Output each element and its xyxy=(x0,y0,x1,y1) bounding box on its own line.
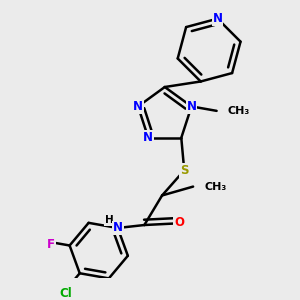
Text: H: H xyxy=(105,215,114,225)
Text: CH₃: CH₃ xyxy=(228,106,250,116)
Text: CH₃: CH₃ xyxy=(204,182,226,192)
Text: N: N xyxy=(212,12,223,25)
Text: Cl: Cl xyxy=(59,287,72,300)
Text: N: N xyxy=(143,131,153,144)
Text: N: N xyxy=(187,100,196,113)
Text: N: N xyxy=(133,100,143,113)
Text: F: F xyxy=(47,238,55,251)
Text: N: N xyxy=(113,221,123,235)
Text: S: S xyxy=(180,164,188,177)
Text: O: O xyxy=(174,216,184,229)
